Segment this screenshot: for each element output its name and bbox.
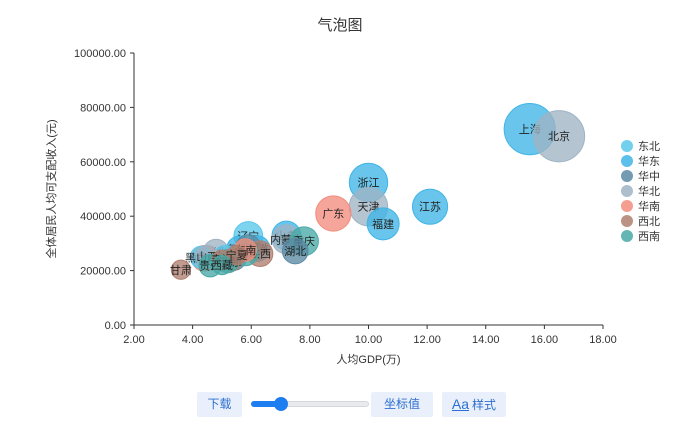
style-button[interactable]: Aa 样式 xyxy=(442,392,506,417)
y-tick-label: 100000.00 xyxy=(74,48,126,60)
x-tick-label: 6.00 xyxy=(241,334,262,346)
coordinate-values-button[interactable]: 坐标值 xyxy=(371,392,433,417)
y-tick-label: 20000.00 xyxy=(80,266,126,278)
y-tick-label: 0.00 xyxy=(105,320,126,332)
bubble-label: 西藏 xyxy=(211,259,233,272)
chart-svg: 气泡图 0.00 20000.00 40000.00 60000.00 80000.00 1… xyxy=(44,17,660,366)
bubble-circle xyxy=(226,244,247,266)
bubble: 湖北 xyxy=(281,237,309,265)
x-tick-label: 16.00 xyxy=(531,334,559,346)
legend-label: 华北 xyxy=(638,184,660,198)
bubble-circle xyxy=(411,188,449,225)
y-tick-label: 60000.00 xyxy=(80,157,126,169)
legend-item: 华南 xyxy=(621,199,660,213)
y-axis-label: 全体居民人均可支配收入(元) xyxy=(44,119,58,258)
legend-marker xyxy=(621,200,633,212)
legend-label: 西北 xyxy=(638,215,660,228)
x-tick-label: 2.00 xyxy=(123,334,144,346)
legend-marker xyxy=(621,215,633,227)
x-axis-label: 人均GDP(万) xyxy=(336,353,400,366)
legend-marker xyxy=(621,170,633,182)
bubble-label: 广东 xyxy=(322,207,344,220)
x-tick-label: 18.00 xyxy=(589,334,617,346)
legend-label: 华南 xyxy=(638,199,660,213)
legend-marker xyxy=(621,140,633,152)
slider-handle[interactable] xyxy=(273,397,288,411)
legend-label: 华东 xyxy=(638,154,660,168)
x-tick-label: 10.00 xyxy=(355,334,383,346)
bubble-label: 湖北 xyxy=(284,245,306,258)
bubble-label: 北京 xyxy=(548,129,570,143)
coordinate-values-label: 坐标值 xyxy=(383,397,420,411)
chart-toolbar: 下载 坐标值 Aa 样式 xyxy=(0,389,680,419)
bubble-size-slider[interactable] xyxy=(251,397,369,411)
y-tick-label: 80000.00 xyxy=(80,102,126,114)
legend-marker xyxy=(621,230,633,242)
bubble: 福建 xyxy=(366,207,400,241)
legend-label: 东北 xyxy=(638,140,660,153)
bubble-chart: 气泡图 0.00 20000.00 40000.00 60000.00 80000.00 1… xyxy=(44,17,660,366)
bubble: 北京 xyxy=(532,110,586,163)
bubble-label: 宁夏 xyxy=(226,248,248,262)
bubble: 西藏 xyxy=(211,255,233,276)
y-tick-label: 40000.00 xyxy=(80,211,126,223)
legend-item: 华中 xyxy=(621,169,660,183)
bubble-label: 甘肃 xyxy=(170,264,192,277)
legend-item: 华北 xyxy=(621,184,660,198)
bubble-circle xyxy=(281,237,309,265)
legend-label: 西南 xyxy=(638,230,660,243)
bubble: 广东 xyxy=(315,195,352,232)
legend-item: 东北 xyxy=(621,140,660,153)
x-tick-label: 4.00 xyxy=(182,334,203,346)
x-tick-label: 14.00 xyxy=(472,334,500,346)
chart-title: 气泡图 xyxy=(317,17,362,34)
x-tick-label: 8.00 xyxy=(299,334,320,346)
download-label: 下载 xyxy=(207,397,232,411)
bubble-circle xyxy=(532,110,586,163)
legend-label: 华中 xyxy=(638,169,660,183)
legend-item: 华东 xyxy=(621,154,660,168)
bubble-circle xyxy=(315,195,352,232)
bubble-label: 浙江 xyxy=(358,176,380,189)
legend-item: 西北 xyxy=(621,215,660,228)
slider-fill xyxy=(251,401,281,407)
legend-marker xyxy=(621,155,633,167)
download-button[interactable]: 下载 xyxy=(197,392,242,417)
bubble: 甘肃 xyxy=(170,259,192,280)
style-icon: Aa xyxy=(451,396,470,412)
bubble: 江苏 xyxy=(411,188,449,225)
x-tick-label: 12.00 xyxy=(413,334,441,346)
bubble-circle xyxy=(366,207,400,241)
bubble-label: 福建 xyxy=(372,217,394,231)
bubble: 宁夏 xyxy=(226,244,248,266)
bubble-label: 江苏 xyxy=(419,201,441,214)
bubble-circle xyxy=(211,255,233,276)
legend-item: 西南 xyxy=(621,230,660,243)
bubble-circle xyxy=(170,259,191,280)
style-label: 样式 xyxy=(472,398,497,412)
legend-marker xyxy=(621,185,633,197)
